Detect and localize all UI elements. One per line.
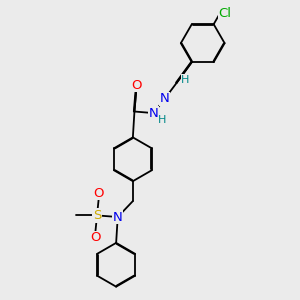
Text: H: H — [158, 115, 166, 125]
Text: N: N — [113, 211, 123, 224]
Text: O: O — [90, 231, 101, 244]
Text: O: O — [93, 187, 104, 200]
Text: S: S — [93, 209, 101, 222]
Text: N: N — [160, 92, 169, 105]
Text: H: H — [181, 75, 190, 85]
Text: Cl: Cl — [218, 7, 231, 20]
Text: N: N — [149, 106, 158, 120]
Text: O: O — [131, 79, 141, 92]
